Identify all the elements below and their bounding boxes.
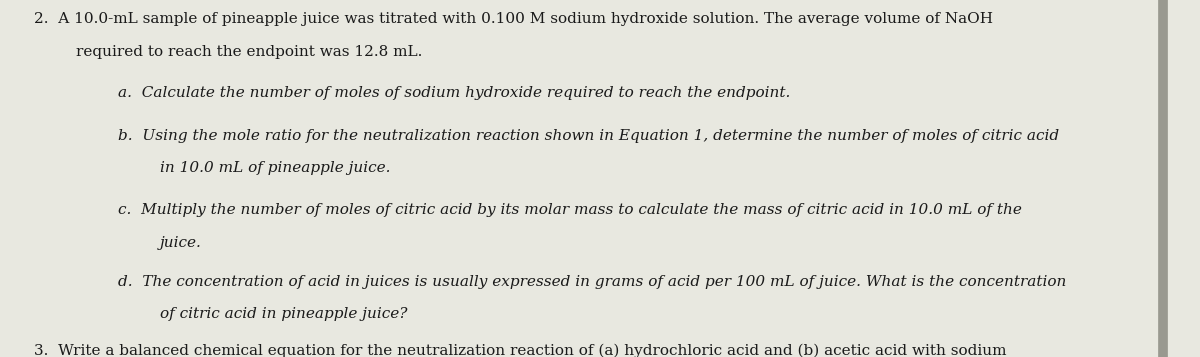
Text: 3.  Write a balanced chemical equation for the neutralization reaction of (a) hy: 3. Write a balanced chemical equation fo… [34,343,1006,357]
Text: b.  Using the mole ratio for the neutralization reaction shown in Equation 1, de: b. Using the mole ratio for the neutrali… [118,129,1058,143]
Text: 2.  A 10.0-mL sample of pineapple juice was titrated with 0.100 M sodium hydroxi: 2. A 10.0-mL sample of pineapple juice w… [34,12,992,26]
Text: d.  The concentration of acid in juices is usually expressed in grams of acid pe: d. The concentration of acid in juices i… [118,275,1066,289]
Text: c.  Multiply the number of moles of citric acid by its molar mass to calculate t: c. Multiply the number of moles of citri… [118,203,1021,217]
Text: of citric acid in pineapple juice?: of citric acid in pineapple juice? [160,307,407,321]
Text: juice.: juice. [160,236,202,250]
Text: in 10.0 mL of pineapple juice.: in 10.0 mL of pineapple juice. [160,161,390,175]
Text: required to reach the endpoint was 12.8 mL.: required to reach the endpoint was 12.8 … [76,45,422,59]
Text: a.  Calculate the number of moles of sodium hydroxide required to reach the endp: a. Calculate the number of moles of sodi… [118,86,790,100]
